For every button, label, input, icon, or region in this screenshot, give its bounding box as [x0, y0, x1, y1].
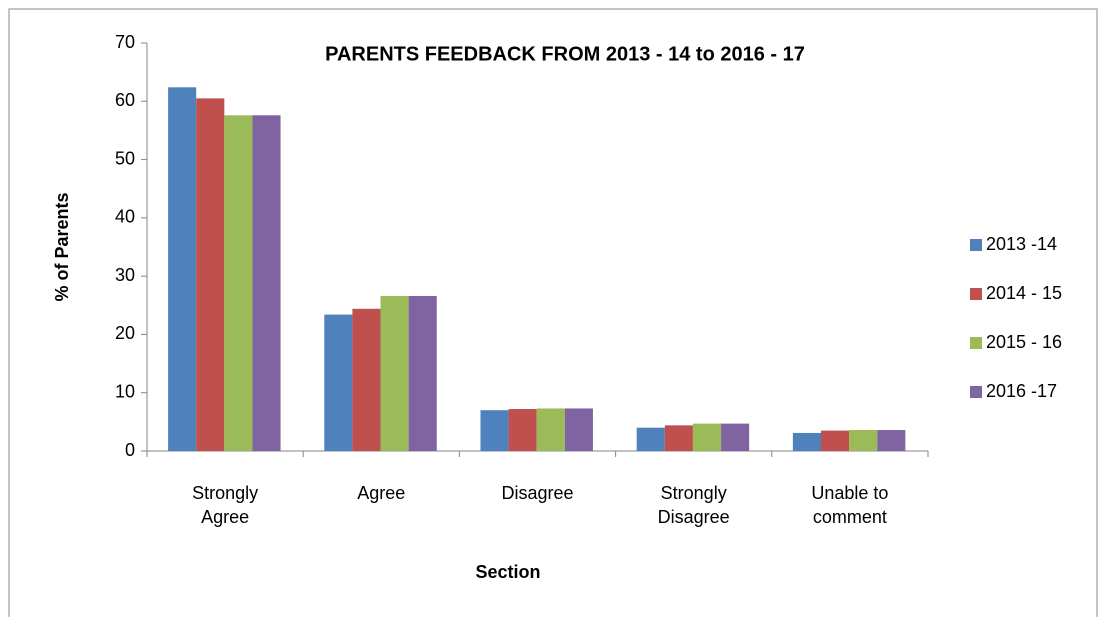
x-tick-label: Unable to comment — [811, 483, 889, 527]
bar — [664, 425, 693, 451]
legend-swatch — [970, 337, 982, 349]
y-tick-label: 40 — [115, 207, 135, 227]
legend-swatch — [970, 288, 982, 300]
y-tick-label: 50 — [115, 148, 135, 168]
y-tick-label: 60 — [115, 90, 135, 110]
bar — [252, 115, 281, 451]
legend-swatch — [970, 386, 982, 398]
x-tick-label: Strongly Agree — [192, 483, 259, 527]
chart-title: PARENTS FEEDBACK FROM 2013 - 14 to 2016 … — [325, 43, 805, 65]
y-tick-label: 70 — [115, 32, 135, 52]
bar — [692, 423, 722, 451]
x-tick-label: Disagree — [501, 483, 574, 503]
bar — [508, 409, 537, 451]
bar — [821, 430, 850, 451]
legend-label: 2015 - 16 — [986, 332, 1062, 352]
bar — [877, 430, 906, 451]
bar — [792, 432, 822, 451]
legend-label: 2014 - 15 — [986, 283, 1062, 303]
chart-border — [8, 8, 1098, 617]
bar — [224, 115, 253, 451]
bar — [721, 423, 750, 451]
bar — [480, 410, 509, 451]
y-tick-label: 0 — [125, 440, 135, 460]
y-axis-title: % of Parents — [52, 192, 72, 301]
bar — [196, 98, 225, 451]
x-axis-title: Section — [475, 562, 540, 582]
bar — [352, 308, 381, 451]
bar — [324, 314, 353, 451]
y-tick-label: 20 — [115, 323, 135, 343]
bar — [564, 408, 593, 451]
bar — [536, 408, 565, 451]
y-tick-label: 10 — [115, 381, 135, 401]
bar — [408, 295, 437, 451]
legend-swatch — [970, 239, 982, 251]
bar — [849, 430, 878, 451]
bar — [636, 427, 665, 451]
x-tick-label: Agree — [357, 483, 406, 503]
bar — [380, 295, 409, 451]
y-tick-label: 30 — [115, 265, 135, 285]
legend-label: 2016 -17 — [986, 381, 1057, 401]
legend-label: 2013 -14 — [986, 234, 1057, 254]
bar — [168, 87, 197, 451]
x-tick-label: Strongly Disagree — [657, 483, 730, 527]
